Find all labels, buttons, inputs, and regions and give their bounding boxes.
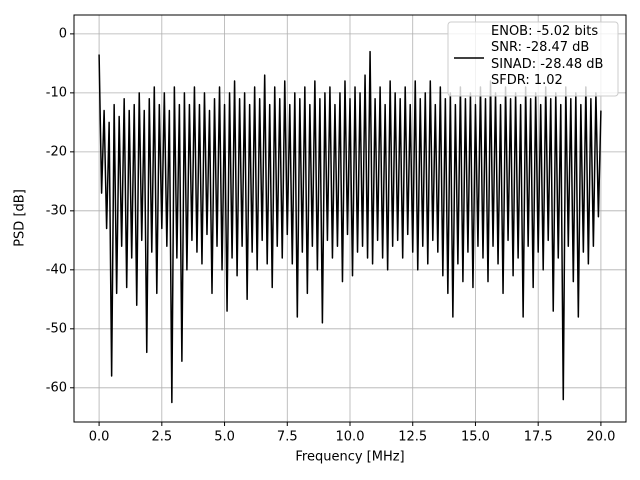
x-tick-label: 12.5: [398, 430, 427, 445]
x-tick-label: 2.5: [151, 430, 172, 445]
y-tick-label: -40: [46, 262, 67, 277]
x-tick-label: 20.0: [586, 430, 615, 445]
y-tick-label: -20: [46, 144, 67, 159]
y-tick-label: -60: [46, 380, 67, 395]
x-axis-label: Frequency [MHz]: [295, 450, 404, 465]
legend-box: [447, 21, 619, 97]
line-series: [98, 50, 602, 404]
plot-area: [98, 50, 602, 404]
y-axis-label: PSD [dB]: [13, 189, 28, 247]
x-tick-label: 17.5: [524, 430, 553, 445]
y-tick-label: -30: [46, 203, 67, 218]
x-tick-label: 0.0: [89, 430, 110, 445]
x-tick-label: 5.0: [214, 430, 235, 445]
ticks: 0.0 2.5 5.0 7.5 10.0 12.5 15.0 17.5 20.0 -60 -50 -4…: [46, 26, 616, 444]
x-tick-label: 7.5: [277, 430, 298, 445]
y-tick-label: -50: [46, 321, 67, 336]
legend: [447, 21, 619, 97]
x-tick-label: 15.0: [461, 430, 490, 445]
y-tick-label: 0: [59, 26, 67, 41]
x-tick-label: 10.0: [336, 430, 365, 445]
y-tick-label: -10: [46, 85, 67, 100]
legend-label: ENOB: -5.02 bits SNR: -28.47 dB SINAD: -…: [491, 24, 604, 88]
